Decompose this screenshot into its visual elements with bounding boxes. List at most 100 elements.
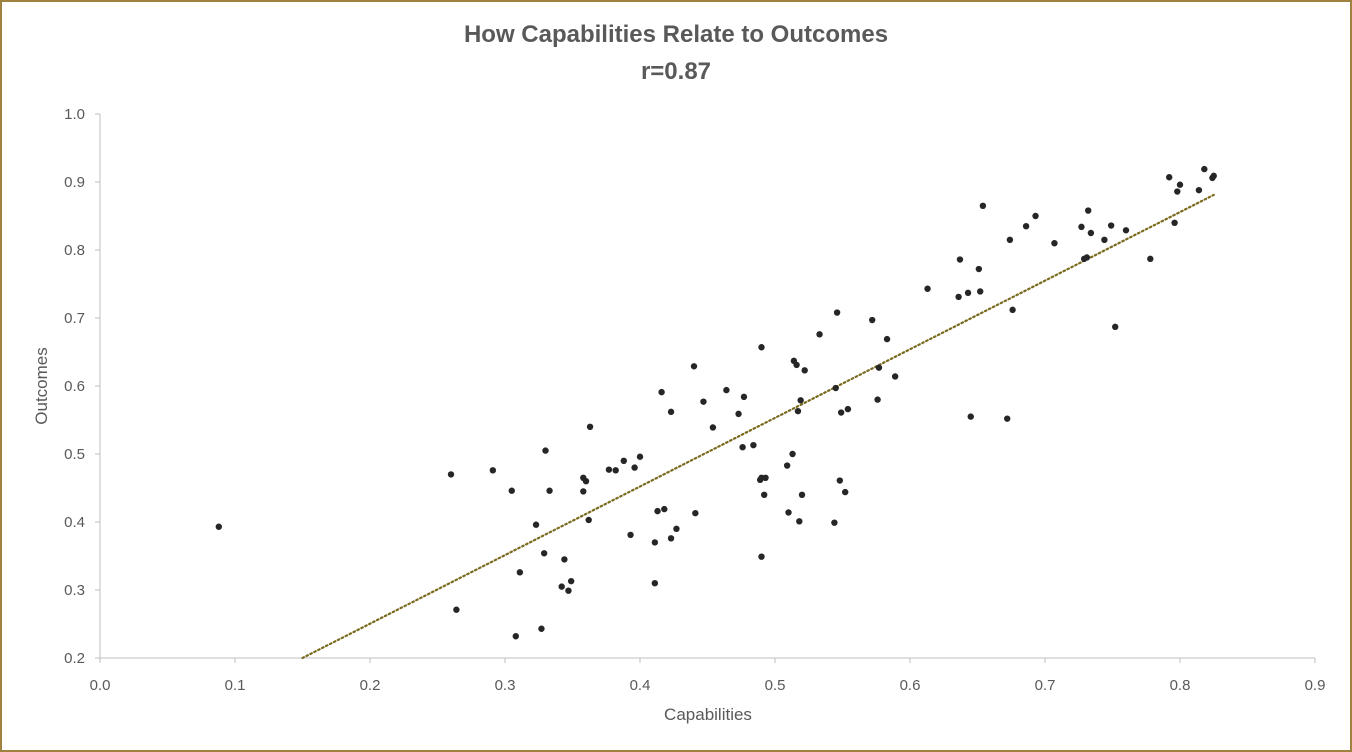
data-point <box>538 625 545 632</box>
data-point <box>869 316 876 324</box>
data-point <box>1006 236 1014 243</box>
data-point <box>1195 186 1203 194</box>
x-tick-label: 0.2 <box>360 677 381 694</box>
data-point <box>561 556 568 563</box>
data-point <box>833 309 841 316</box>
data-point <box>1004 415 1011 422</box>
trendline <box>301 193 1215 660</box>
data-point <box>1122 227 1130 234</box>
data-point <box>875 364 883 371</box>
data-point <box>654 507 661 515</box>
data-point <box>977 288 984 295</box>
trendline-group <box>301 193 1215 660</box>
data-point <box>844 405 852 413</box>
data-point <box>956 256 964 263</box>
data-point <box>967 413 974 420</box>
data-point <box>667 535 675 542</box>
x-tick-label: 0.8 <box>1170 677 1191 694</box>
data-point <box>558 583 565 590</box>
data-point <box>750 441 757 449</box>
data-point <box>215 523 222 530</box>
data-point <box>837 409 845 416</box>
data-point <box>1201 165 1208 173</box>
data-point <box>658 388 665 396</box>
x-tick-label: 0.4 <box>630 677 651 694</box>
y-tick-label: 0.2 <box>64 650 85 667</box>
data-point <box>489 467 497 474</box>
data-point <box>692 509 699 517</box>
data-point <box>447 471 455 478</box>
data-point <box>831 519 838 526</box>
data-point <box>1085 207 1092 214</box>
data-point <box>542 447 549 454</box>
data-point <box>975 265 983 273</box>
data-point <box>651 539 659 546</box>
y-tick-label: 0.5 <box>64 446 85 463</box>
data-point <box>631 464 638 471</box>
data-point <box>1166 174 1173 181</box>
data-point <box>762 474 769 481</box>
data-point <box>453 606 460 613</box>
y-tick-label: 0.6 <box>64 378 85 395</box>
x-tick-label: 0.5 <box>765 677 786 694</box>
data-point <box>546 487 553 494</box>
data-point <box>796 518 803 525</box>
data-point <box>1078 223 1085 231</box>
data-point <box>1174 188 1181 195</box>
data-point <box>651 580 659 587</box>
data-point <box>836 477 843 484</box>
data-point <box>794 407 802 415</box>
y-tick-label: 0.3 <box>64 582 85 599</box>
x-axis-label: Capabilities <box>664 705 752 724</box>
data-point <box>798 491 806 498</box>
data-point <box>636 453 644 460</box>
data-point <box>1051 240 1058 247</box>
data-point <box>785 509 792 516</box>
data-point <box>874 396 881 403</box>
data-point <box>512 633 519 640</box>
x-tick-label: 0.6 <box>900 677 921 694</box>
data-point <box>532 521 540 528</box>
data-point <box>1083 254 1091 261</box>
data-point <box>673 525 680 532</box>
data-point <box>891 373 899 380</box>
x-tick-label: 0.9 <box>1305 677 1326 694</box>
y-tick-label: 0.7 <box>64 310 85 327</box>
data-point <box>620 457 627 464</box>
data-point <box>1107 222 1115 229</box>
data-point <box>586 423 594 430</box>
data-point <box>883 335 891 343</box>
x-tick-label: 0.7 <box>1035 677 1056 694</box>
axes: 0.0 0.1 0.2 0.3 0.4 0.5 0.6 0.7 0.8 0.9 0.2 0.3 0.4 0… <box>64 106 1325 694</box>
data-point <box>1210 172 1217 180</box>
data-point <box>709 424 717 431</box>
y-tick-label: 0.8 <box>64 242 85 259</box>
x-tick-label: 0.0 <box>90 677 111 694</box>
data-point <box>816 331 823 338</box>
data-point <box>797 397 804 404</box>
data-point <box>605 466 613 473</box>
data-point <box>508 487 515 494</box>
data-point <box>612 467 619 474</box>
data-point <box>832 384 839 392</box>
data-point <box>1171 219 1178 226</box>
data-point <box>1112 323 1119 331</box>
data-point <box>758 344 765 351</box>
data-point <box>758 553 765 560</box>
y-axis-label: Outcomes <box>32 347 51 424</box>
data-point <box>1147 255 1154 263</box>
data-point <box>793 361 800 369</box>
data-points <box>215 165 1217 640</box>
x-tick-label: 0.1 <box>225 677 246 694</box>
chart-subtitle: r=0.87 <box>640 58 712 85</box>
data-point <box>582 478 590 485</box>
data-point <box>735 410 742 418</box>
data-point <box>1022 223 1030 230</box>
y-tick-label: 0.9 <box>64 174 85 191</box>
data-point <box>1176 181 1184 188</box>
data-point <box>667 408 675 416</box>
data-point <box>690 363 698 370</box>
data-point <box>700 398 707 405</box>
data-point <box>1009 306 1016 314</box>
